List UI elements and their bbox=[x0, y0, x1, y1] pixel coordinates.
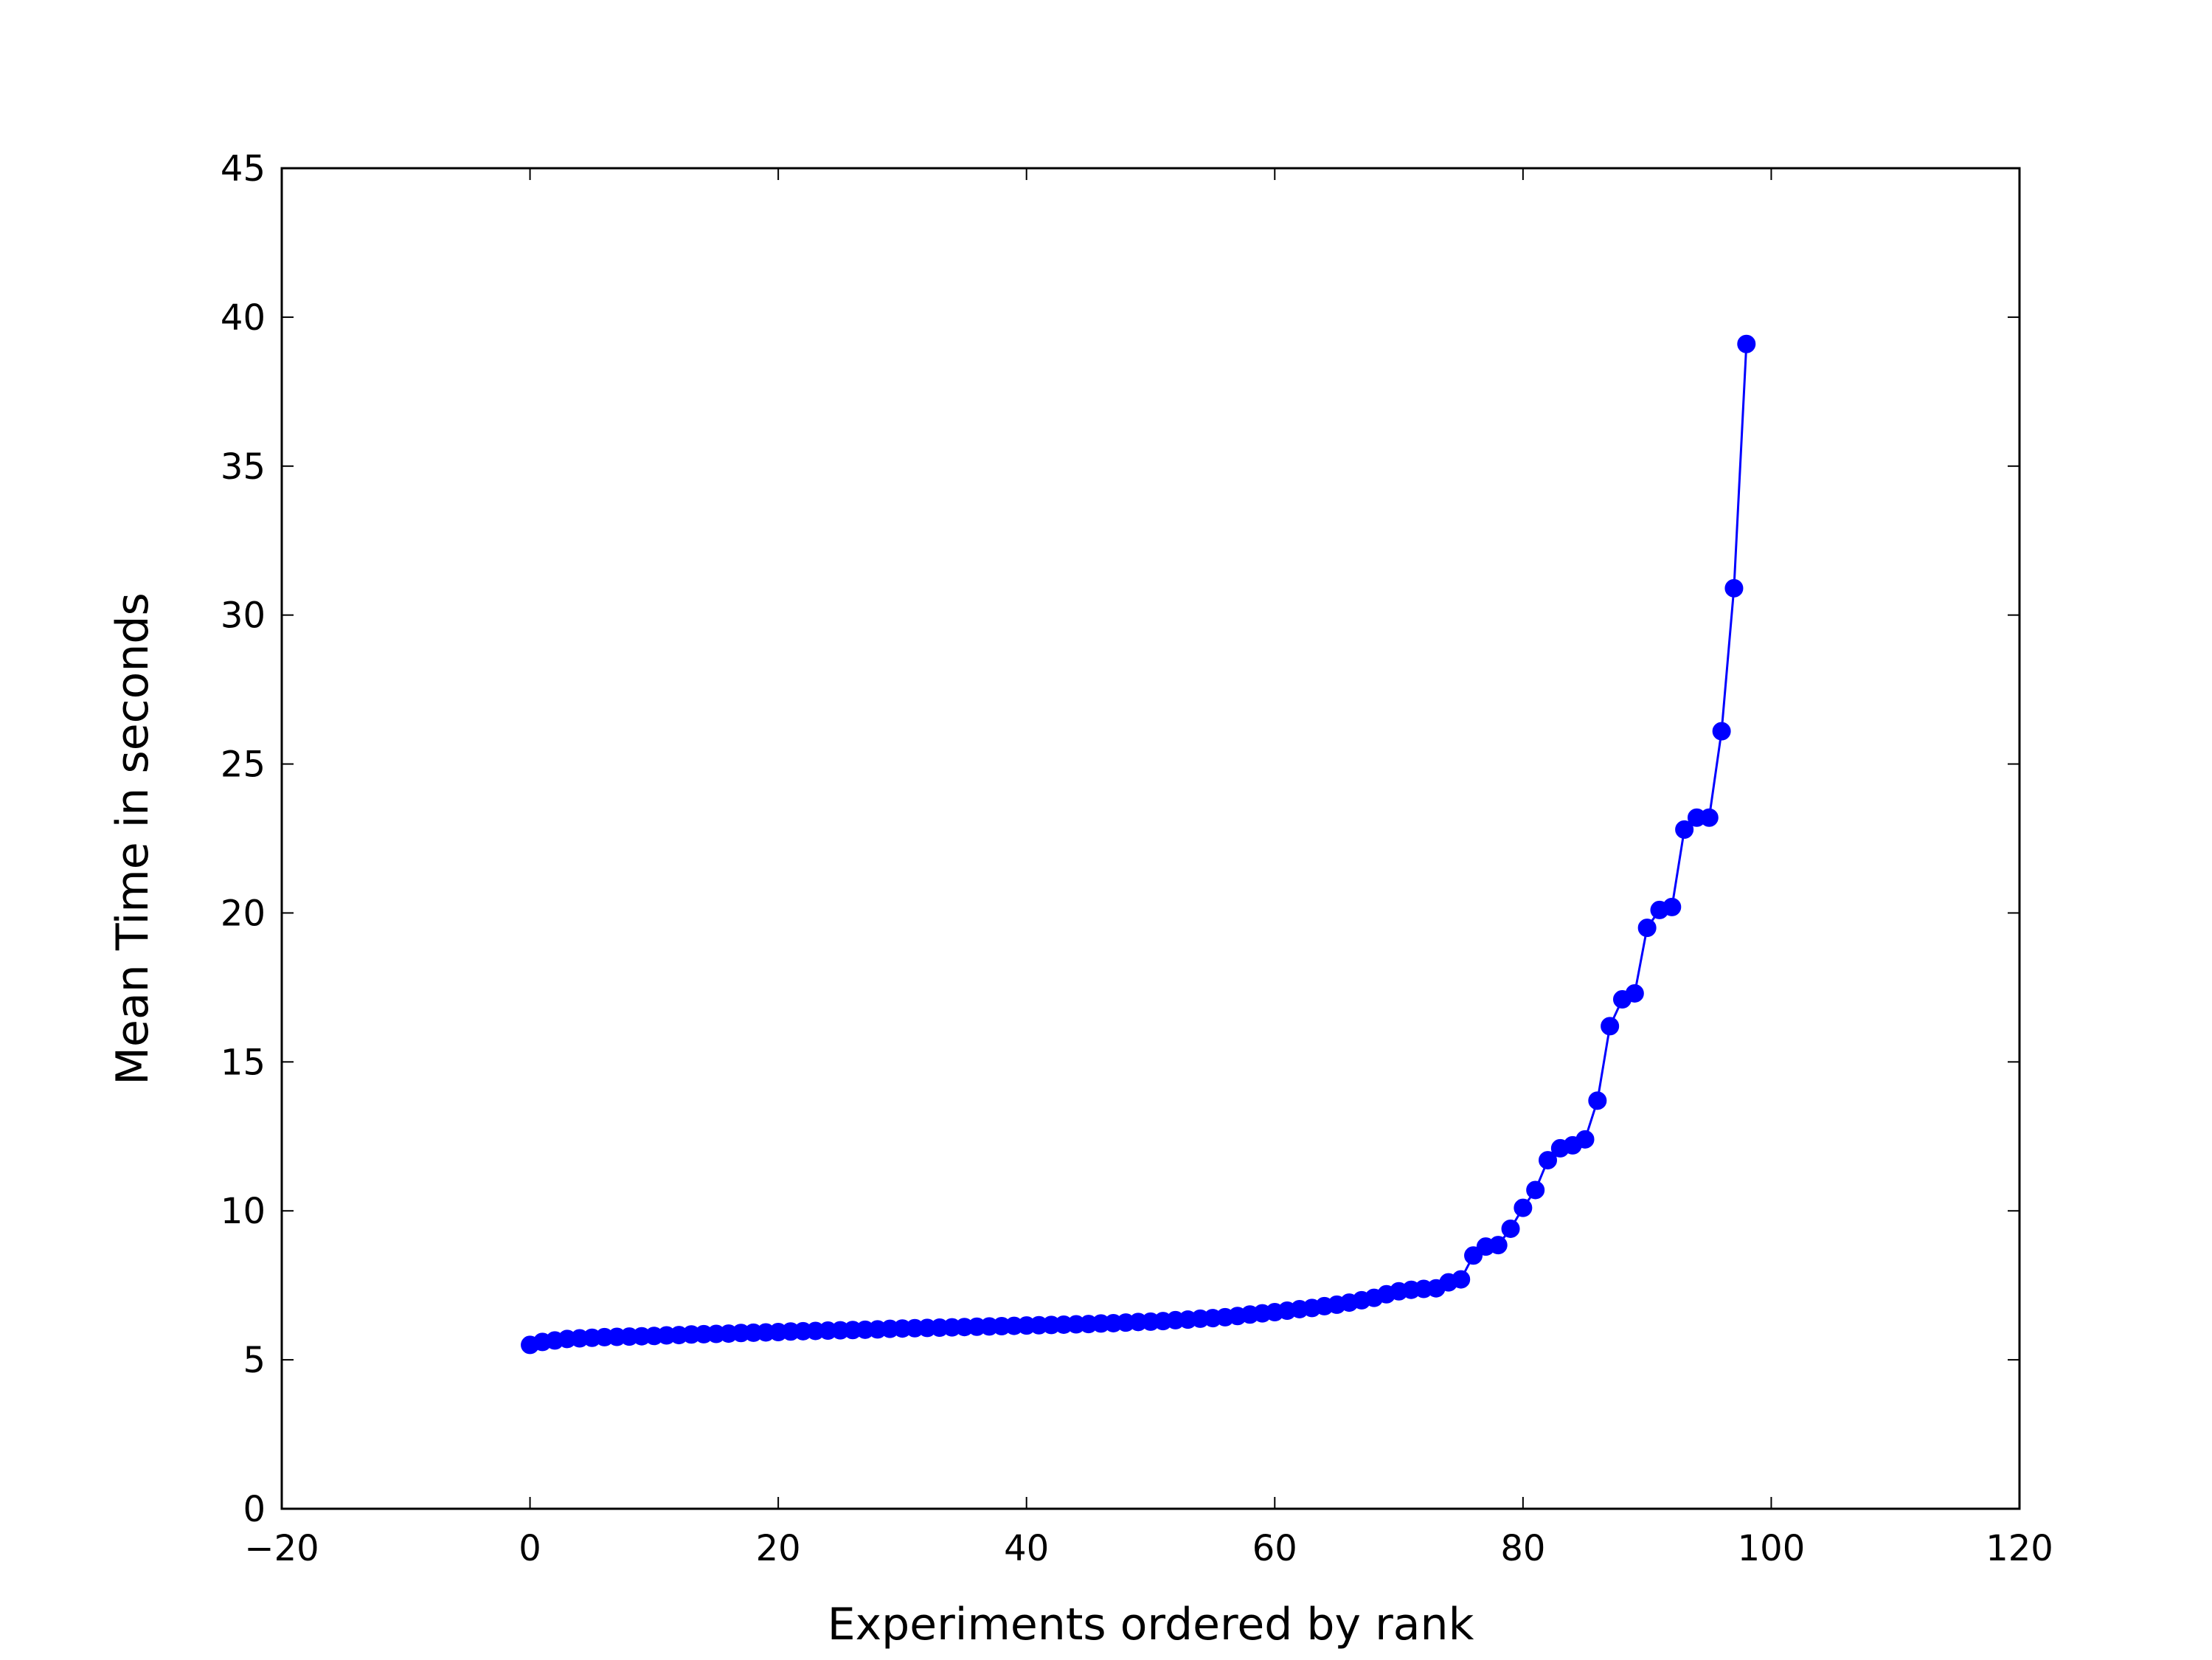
data-point bbox=[1625, 983, 1644, 1003]
data-point bbox=[1724, 578, 1744, 598]
x-tick-label: −20 bbox=[244, 1528, 319, 1569]
y-axis-label: Mean Time in seconds bbox=[107, 592, 159, 1085]
y-tick-label: 5 bbox=[243, 1340, 266, 1381]
data-point bbox=[1488, 1236, 1508, 1255]
x-tick-label: 0 bbox=[519, 1528, 541, 1569]
y-tick-label: 25 bbox=[221, 744, 266, 786]
data-point bbox=[1675, 820, 1694, 839]
x-tick-label: 120 bbox=[1986, 1528, 2053, 1569]
x-tick-label: 60 bbox=[1252, 1528, 1297, 1569]
x-tick-label: 40 bbox=[1004, 1528, 1049, 1569]
y-tick-label: 0 bbox=[243, 1489, 266, 1530]
data-point bbox=[1601, 1017, 1620, 1036]
data-point bbox=[1663, 897, 1682, 916]
data-point bbox=[1501, 1219, 1520, 1238]
x-tick-label: 100 bbox=[1738, 1528, 1806, 1569]
y-tick-label: 35 bbox=[221, 446, 266, 488]
data-point bbox=[1588, 1091, 1607, 1110]
data-series bbox=[521, 334, 1756, 1355]
data-point bbox=[1699, 808, 1719, 827]
data-point bbox=[1452, 1270, 1471, 1289]
x-tick-label: 80 bbox=[1500, 1528, 1545, 1569]
plot-area bbox=[282, 168, 2019, 1509]
x-tick-label: 20 bbox=[756, 1528, 801, 1569]
data-point bbox=[1712, 722, 1731, 741]
plot-frame bbox=[280, 167, 2021, 1510]
data-point bbox=[1514, 1198, 1533, 1217]
y-tick-label: 45 bbox=[221, 148, 266, 190]
y-tick-label: 10 bbox=[221, 1191, 266, 1232]
y-tick-label: 30 bbox=[221, 595, 266, 637]
x-axis-label: Experiments ordered by rank bbox=[828, 1599, 1474, 1650]
data-point bbox=[1575, 1130, 1595, 1149]
y-tick-label: 15 bbox=[221, 1042, 266, 1083]
data-point bbox=[1539, 1151, 1558, 1170]
data-point bbox=[1637, 919, 1657, 938]
data-point bbox=[1526, 1180, 1545, 1200]
y-tick-label: 40 bbox=[221, 297, 266, 339]
data-point bbox=[1737, 334, 1756, 353]
y-tick-label: 20 bbox=[221, 893, 266, 934]
